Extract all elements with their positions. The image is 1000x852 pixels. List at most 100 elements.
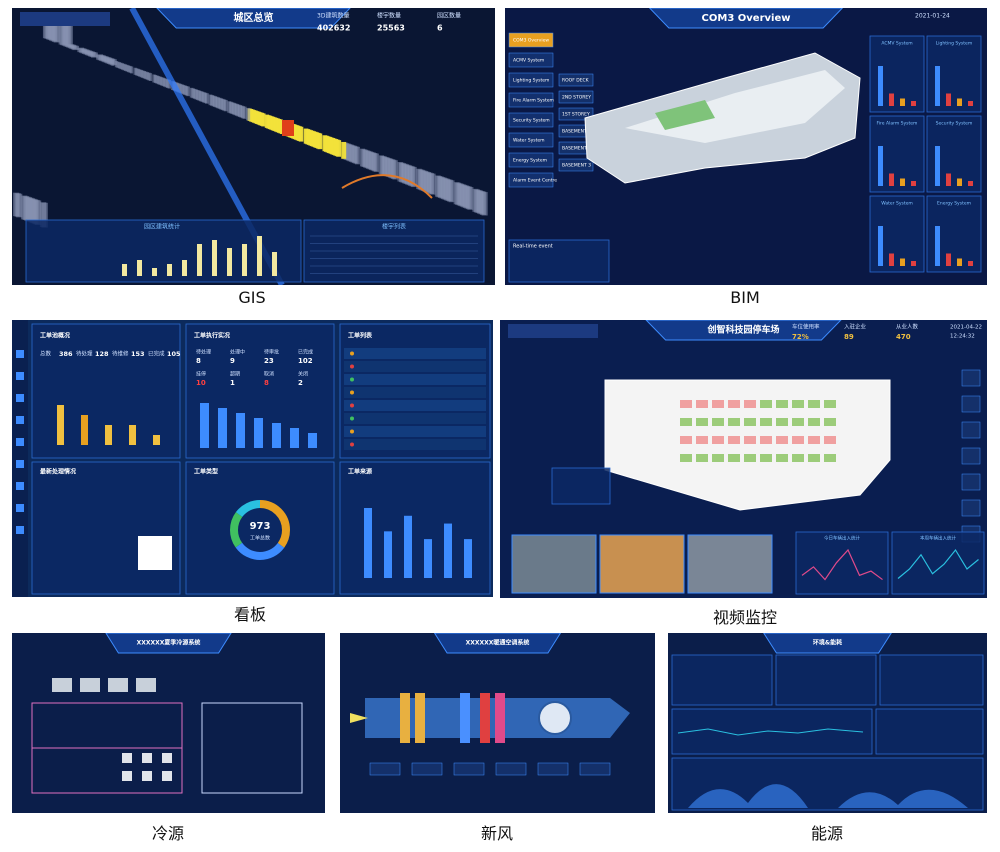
parking-slot — [744, 454, 756, 462]
nav-icon[interactable] — [16, 460, 24, 468]
building — [378, 155, 385, 174]
pump — [162, 771, 172, 781]
card-title: 工单类型 — [194, 468, 218, 476]
stat-label: 园区数量 — [437, 12, 461, 20]
header-title: 环境&能耗 — [813, 639, 842, 647]
menu-label: Fire Alarm System — [513, 98, 554, 104]
floor-btn[interactable] — [558, 90, 594, 104]
parking-slot — [824, 400, 836, 408]
card — [671, 654, 773, 706]
floor-btn[interactable] — [961, 447, 981, 465]
parking-slot — [680, 418, 692, 426]
nav-icon[interactable] — [16, 438, 24, 446]
status-bar — [946, 253, 951, 266]
bar — [290, 428, 299, 448]
status-dot — [350, 377, 354, 382]
floor-btn[interactable] — [961, 369, 981, 387]
status-bar — [968, 101, 973, 106]
donut-segment — [230, 500, 290, 560]
list-row — [344, 374, 486, 385]
stat-value: 9 — [230, 357, 235, 365]
parking-slot — [808, 436, 820, 444]
nav-icon[interactable] — [16, 416, 24, 424]
stat-value: 386 — [59, 350, 73, 358]
pump — [122, 753, 132, 763]
parking-slot — [824, 436, 836, 444]
menu-item[interactable] — [508, 152, 554, 168]
menu-item[interactable] — [508, 92, 554, 108]
card — [185, 461, 335, 595]
card — [508, 239, 610, 283]
menu-item[interactable] — [508, 112, 554, 128]
floor-btn[interactable] — [961, 499, 981, 517]
header-bar — [648, 8, 844, 29]
menu-item[interactable] — [508, 72, 554, 88]
bar — [242, 244, 247, 276]
floor-btn[interactable] — [961, 473, 981, 491]
floor-btn[interactable] — [558, 158, 594, 172]
card — [31, 461, 181, 595]
line-shape — [677, 728, 864, 736]
caption: BIM — [730, 288, 760, 307]
donut-segment — [230, 500, 290, 560]
nav-icon[interactable] — [16, 482, 24, 490]
bar — [272, 252, 277, 276]
status-dot — [350, 429, 354, 434]
nav-icon[interactable] — [16, 394, 24, 402]
bar — [404, 515, 412, 578]
parking-slot — [696, 418, 708, 426]
status-bar — [900, 258, 905, 266]
parking-slot — [712, 418, 724, 426]
building — [227, 101, 232, 113]
floor-btn[interactable] — [961, 421, 981, 439]
building — [453, 182, 460, 205]
status-bar — [900, 178, 905, 186]
stat-value: 102 — [298, 357, 313, 365]
building — [264, 114, 270, 128]
parking-slot — [824, 418, 836, 426]
menu-item[interactable] — [508, 172, 554, 188]
parking-slot — [792, 436, 804, 444]
bar — [236, 413, 245, 448]
chart-title: 今日车辆出入统计 — [824, 535, 860, 542]
stat-value: 402632 — [317, 24, 350, 33]
nav-icon[interactable] — [16, 526, 24, 534]
camera-thumb — [687, 534, 773, 594]
bar — [254, 418, 263, 448]
list-row — [344, 426, 486, 437]
floor-btn[interactable] — [558, 107, 594, 121]
status-dot — [350, 364, 354, 369]
filter — [480, 693, 490, 743]
caption: 新风 — [480, 824, 513, 843]
stat-label: 3D建筑数量 — [317, 12, 349, 20]
nav-icon[interactable] — [16, 372, 24, 380]
sensor-box — [579, 762, 611, 776]
bar — [129, 425, 136, 445]
status-bar — [968, 261, 973, 266]
bar — [81, 415, 88, 445]
menu-item[interactable] — [508, 32, 554, 48]
list-row — [344, 439, 486, 450]
parking-slot — [680, 436, 692, 444]
energy-panel: 环境&能耗 — [668, 633, 987, 813]
nav-icon[interactable] — [16, 504, 24, 512]
building — [434, 175, 441, 197]
status-bar — [935, 226, 940, 266]
camera-thumb — [511, 534, 597, 594]
list-row — [344, 400, 486, 411]
bar — [464, 539, 472, 578]
card — [891, 531, 985, 595]
card-title: 工单列表 — [348, 332, 373, 340]
menu-item[interactable] — [508, 132, 554, 148]
building — [116, 61, 120, 68]
floor-btn[interactable] — [558, 73, 594, 87]
header-title: XXXXXX夏季冷源系统 — [137, 639, 201, 647]
floor-btn[interactable] — [961, 395, 981, 413]
background — [12, 633, 325, 813]
nav-icon[interactable] — [16, 350, 24, 358]
pipe-pink — [31, 702, 183, 794]
menu-item[interactable] — [508, 52, 554, 68]
parking-slot — [792, 418, 804, 426]
parking-slot — [776, 436, 788, 444]
parking-slot — [728, 436, 740, 444]
